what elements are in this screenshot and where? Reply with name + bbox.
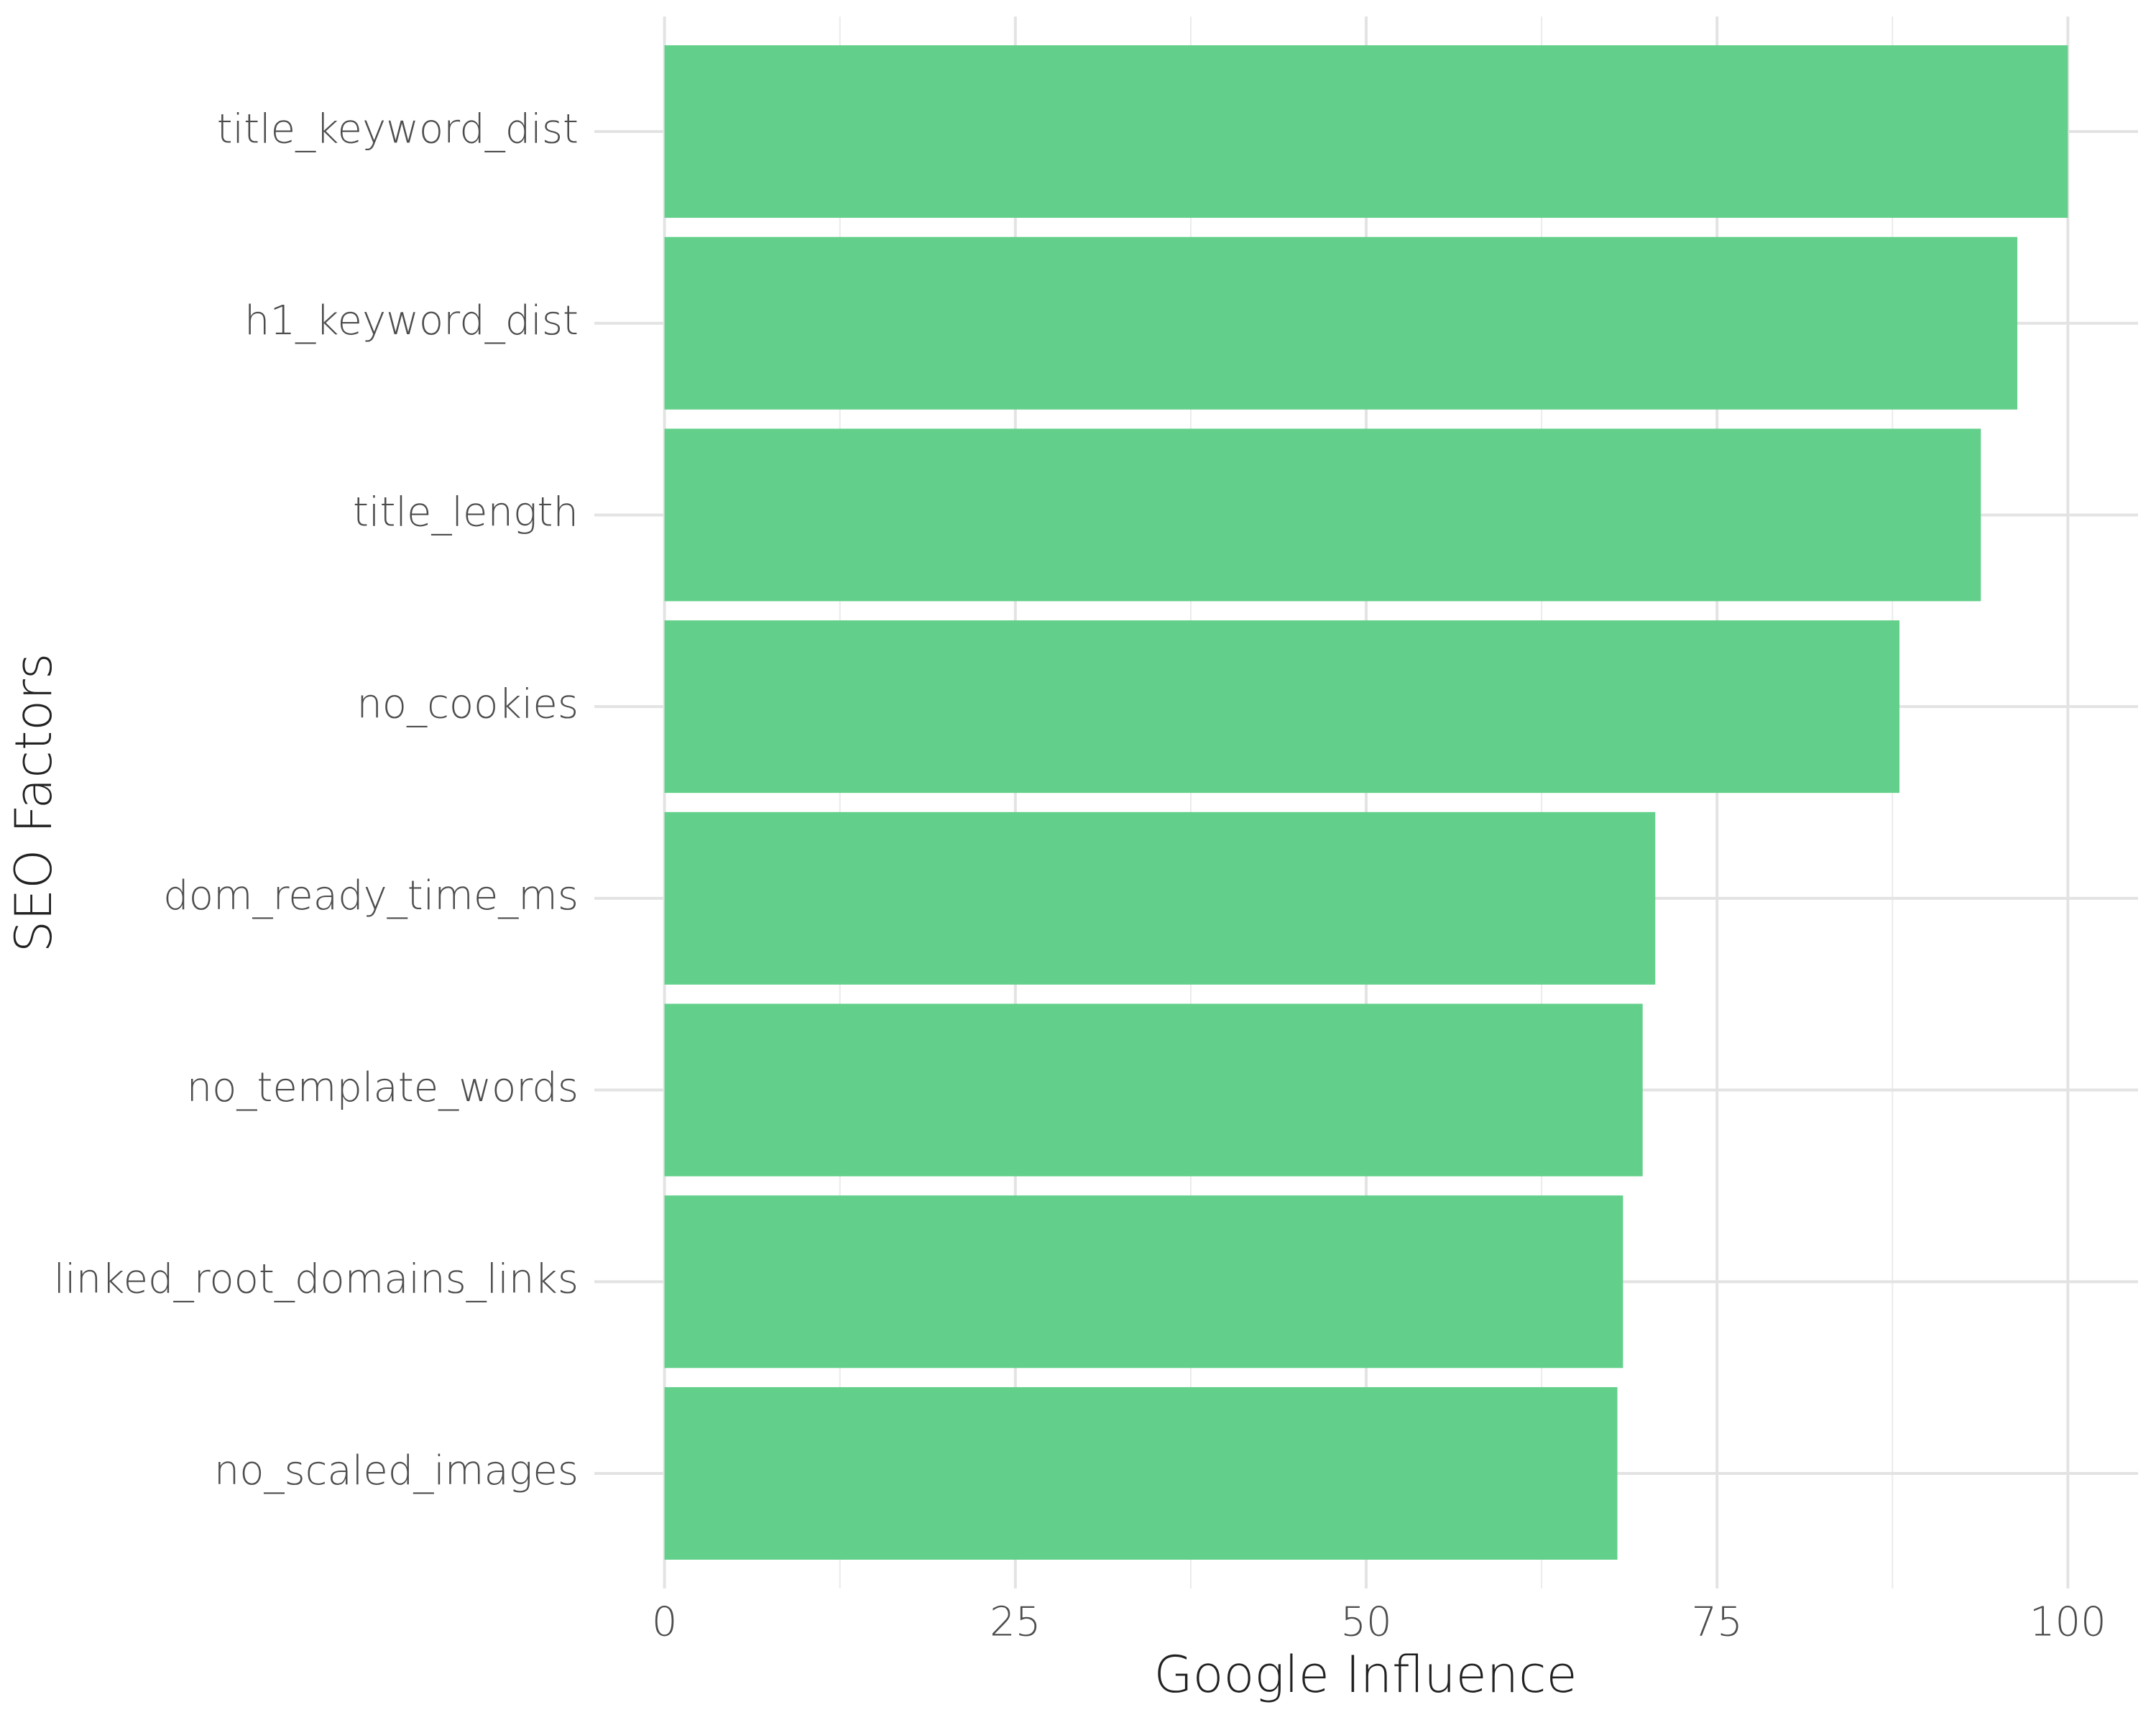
y-tick-label: linked_root_domains_links (54, 1256, 579, 1303)
y-tick-label: title_length (353, 489, 579, 536)
bar (664, 1003, 1643, 1177)
y-tick-label: no_cookies (356, 681, 579, 727)
bar (664, 1195, 1623, 1368)
y-tick-label: title_keyword_dist (217, 106, 579, 152)
y-tick-label: h1_keyword_dist (244, 298, 579, 344)
y-tick-label: no_scaled_images (214, 1448, 579, 1494)
y-axis-title: SEO Factors (4, 653, 63, 953)
bar (664, 236, 2018, 410)
bar (664, 428, 1981, 602)
bar (664, 45, 2068, 218)
y-tick-label: no_template_words (187, 1064, 579, 1111)
x-tick-label: 50 (1340, 1598, 1391, 1645)
x-tick-label: 0 (652, 1598, 678, 1645)
bar (664, 620, 1900, 794)
bar (664, 811, 1656, 985)
x-tick-label: 100 (2030, 1598, 2106, 1645)
x-tick-label: 25 (990, 1598, 1041, 1645)
x-tick-label: 75 (1692, 1598, 1743, 1645)
bar (664, 1386, 1618, 1560)
x-axis-title: Google Influence (1153, 1645, 1577, 1704)
y-tick-label: dom_ready_time_ms (163, 873, 579, 919)
